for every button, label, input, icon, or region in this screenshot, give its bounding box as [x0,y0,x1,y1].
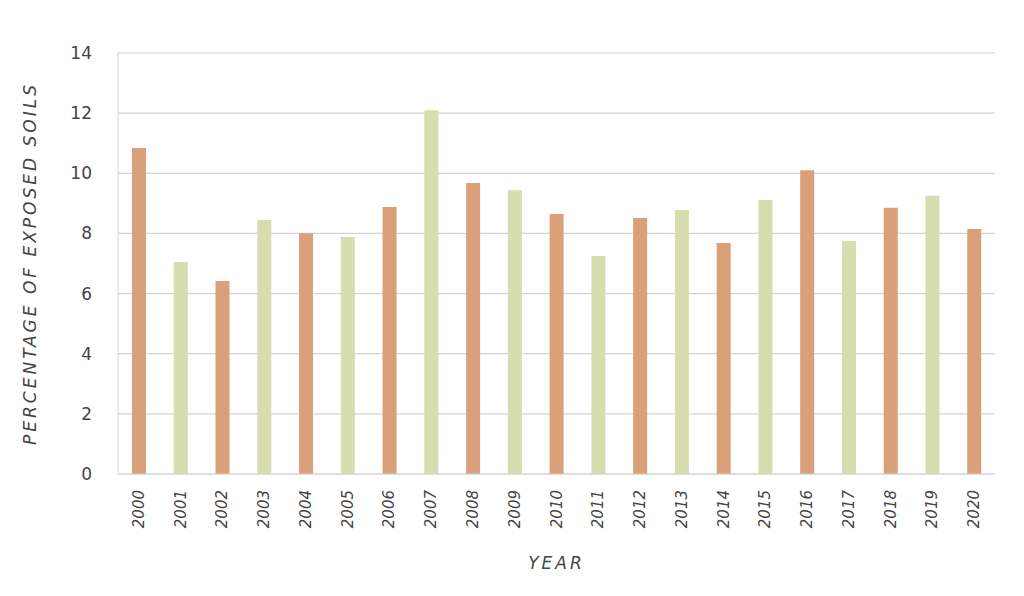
svg-text:2003: 2003 [255,490,273,528]
svg-text:2012: 2012 [631,490,649,528]
svg-text:2013: 2013 [673,490,691,528]
svg-text:2004: 2004 [297,490,315,528]
svg-text:2009: 2009 [506,490,524,528]
svg-text:2019: 2019 [923,490,941,528]
svg-text:6: 6 [81,284,92,304]
svg-text:2010: 2010 [548,490,566,528]
svg-text:2002: 2002 [213,490,231,528]
svg-text:12: 12 [70,103,92,123]
svg-text:2018: 2018 [882,490,900,528]
svg-text:14: 14 [70,43,92,63]
svg-text:2: 2 [81,404,92,424]
svg-text:PERCENTAGE OF EXPOSED SOILS: PERCENTAGE OF EXPOSED SOILS [20,82,40,445]
svg-text:2006: 2006 [380,490,398,528]
svg-text:2011: 2011 [589,490,607,528]
svg-text:10: 10 [70,163,92,183]
svg-text:2000: 2000 [130,490,148,528]
svg-text:8: 8 [81,223,92,243]
svg-text:2017: 2017 [840,490,858,529]
svg-text:0: 0 [81,464,92,484]
svg-text:2016: 2016 [798,490,816,528]
svg-text:2007: 2007 [422,490,440,529]
svg-text:2005: 2005 [339,490,357,528]
svg-text:2014: 2014 [715,490,733,528]
svg-text:2020: 2020 [965,490,983,528]
svg-text:4: 4 [81,344,92,364]
svg-text:YEAR: YEAR [528,553,585,573]
svg-text:2008: 2008 [464,490,482,528]
svg-text:2015: 2015 [756,490,774,528]
svg-text:2001: 2001 [172,490,190,528]
